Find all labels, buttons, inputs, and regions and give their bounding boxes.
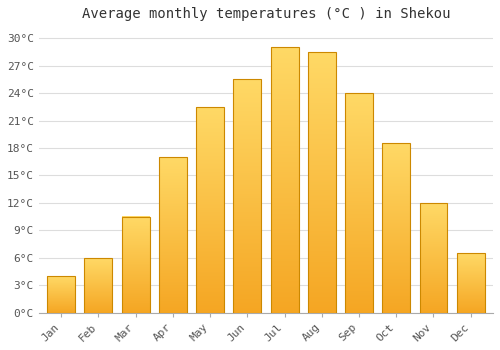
Bar	[420, 203, 448, 313]
Bar	[270, 47, 298, 313]
Title: Average monthly temperatures (°C ) in Shekou: Average monthly temperatures (°C ) in Sh…	[82, 7, 450, 21]
Bar	[47, 276, 75, 313]
Bar	[159, 157, 187, 313]
Bar	[345, 93, 373, 313]
Bar	[234, 79, 262, 313]
Bar	[382, 144, 410, 313]
Bar	[122, 217, 150, 313]
Bar	[196, 107, 224, 313]
Bar	[84, 258, 112, 313]
Bar	[457, 253, 484, 313]
Bar	[308, 52, 336, 313]
